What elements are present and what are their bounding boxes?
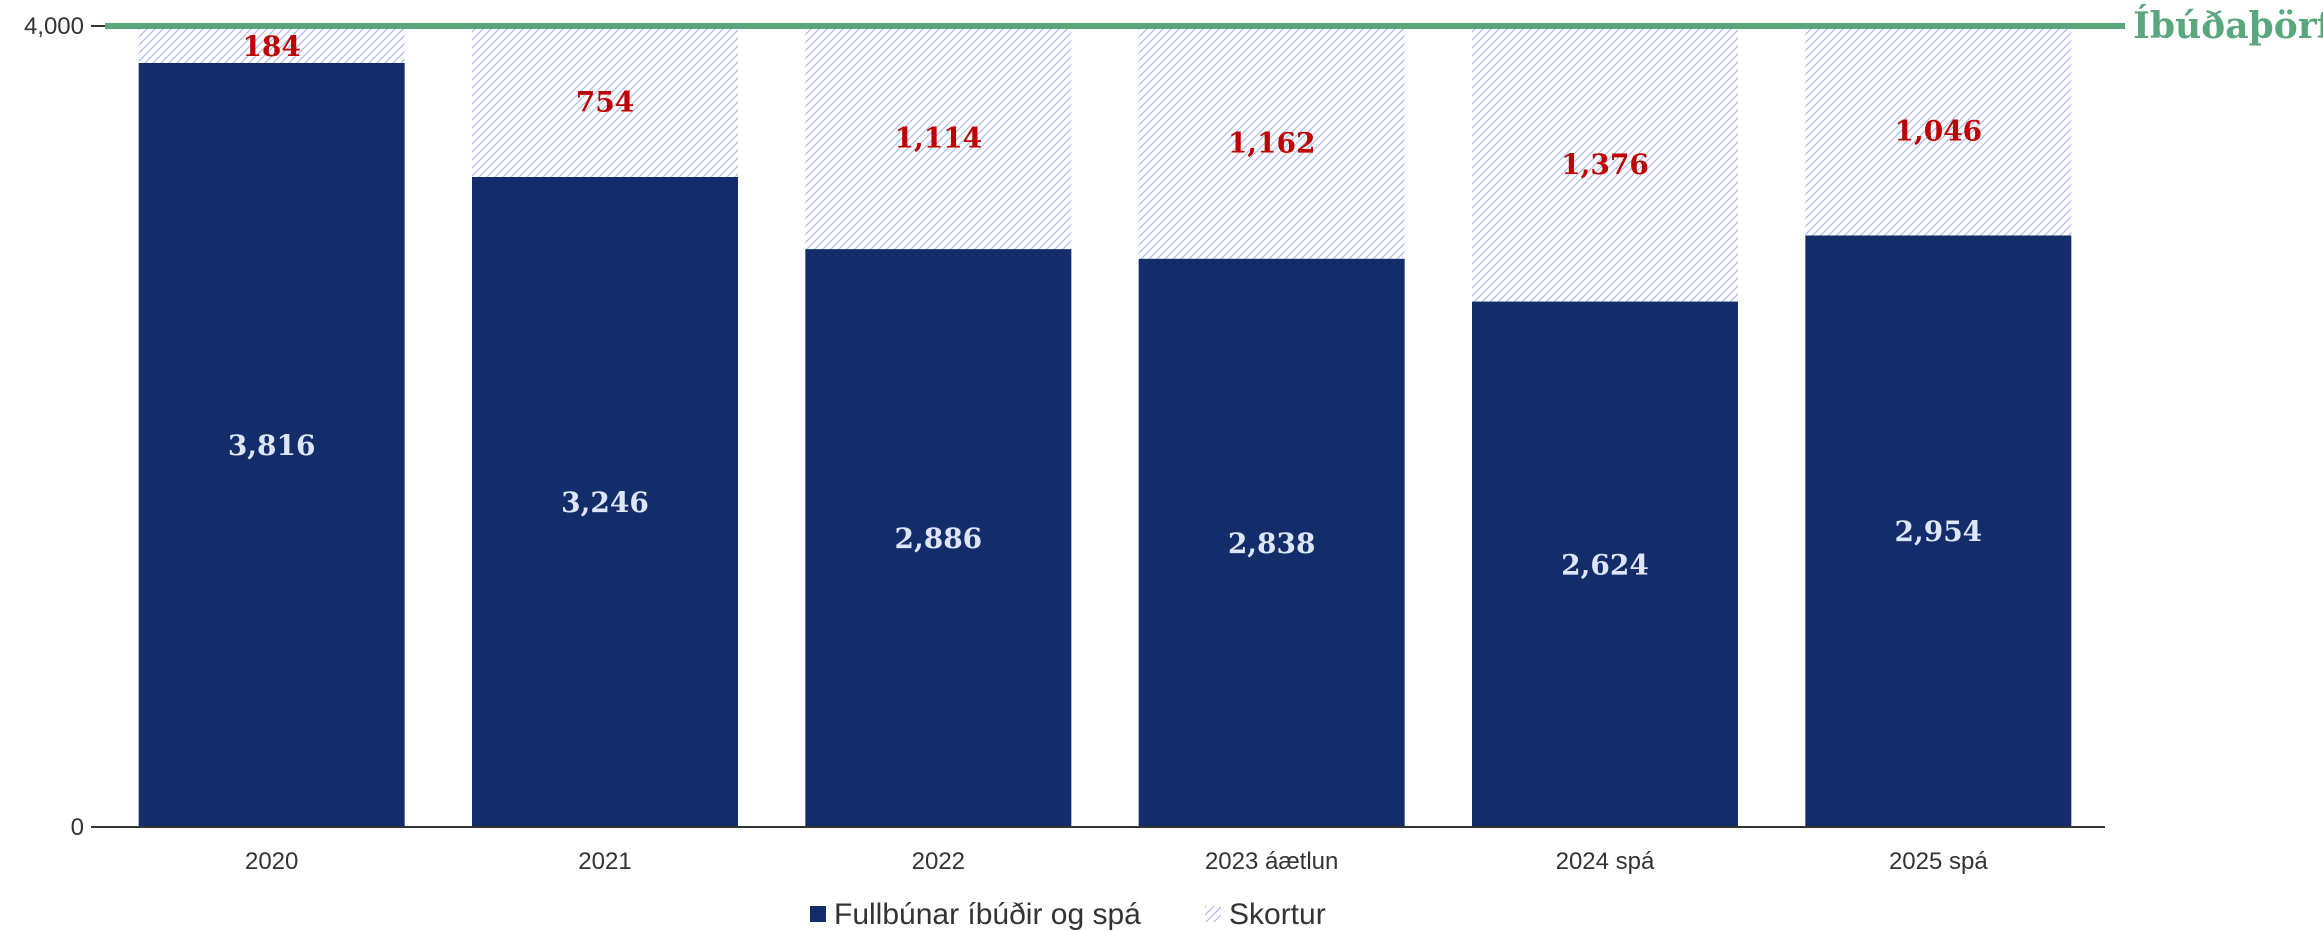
legend-label-completed: Fullbúnar íbúðir og spá (834, 898, 1141, 931)
y-axis-ticks: 0 4,000 (24, 13, 105, 841)
x-tick-label-4: 2024 spá (1556, 848, 1655, 875)
value-labels-group: 3,816 184 3,246 754 2,886 1,114 2,838 1,162 2,62… (228, 30, 1982, 581)
value-label-completed-0: 3,816 (228, 429, 316, 462)
legend-swatch-completed (810, 906, 826, 922)
value-label-completed-2: 2,886 (894, 522, 982, 555)
bar-shortage-0 (138, 26, 405, 63)
value-label-shortage-3: 1,162 (1228, 126, 1316, 159)
value-label-shortage-5: 1,046 (1894, 115, 1982, 148)
x-tick-label-0: 2020 (245, 848, 298, 875)
value-label-completed-5: 2,954 (1894, 515, 1982, 548)
value-label-shortage-0: 184 (242, 30, 300, 63)
bar-completed-1 (472, 176, 738, 827)
bar-completed-4 (1472, 301, 1738, 827)
bar-completed-5 (1805, 235, 2072, 828)
legend-label-shortage: Skortur (1229, 898, 1326, 931)
bar-shortage-4 (1472, 26, 1738, 302)
y-tick-label-0: 0 (71, 814, 84, 841)
value-label-shortage-4: 1,376 (1561, 148, 1649, 181)
bar-completed-0 (138, 62, 405, 827)
value-label-completed-4: 2,624 (1561, 548, 1649, 581)
bars-group (138, 26, 2072, 828)
y-tick-label-1: 4,000 (24, 13, 84, 40)
bar-completed-2 (805, 249, 1072, 828)
value-label-completed-3: 2,838 (1228, 527, 1316, 560)
value-label-completed-1: 3,246 (561, 486, 649, 519)
x-tick-label-3: 2023 áætlun (1205, 848, 1338, 875)
x-tick-label-5: 2025 spá (1889, 848, 1988, 875)
x-tick-label-1: 2021 (578, 848, 631, 875)
bar-shortage-3 (1138, 26, 1405, 259)
legend: Fullbúnar íbúðir og spá Skortur (810, 898, 1326, 931)
x-axis-categories: 2020 2021 2022 2023 áætlun 2024 spá 2025 spá (245, 848, 1988, 875)
x-tick-label-2: 2022 (912, 848, 965, 875)
value-label-shortage-1: 754 (576, 85, 634, 118)
bar-shortage-2 (805, 26, 1072, 250)
value-label-shortage-2: 1,114 (894, 122, 982, 155)
legend-swatch-shortage (1205, 906, 1221, 922)
bar-shortage-1 (472, 26, 738, 177)
bar-completed-3 (1138, 258, 1405, 827)
need-reference-label: Íbúðaþörf (2133, 5, 2323, 47)
bar-shortage-5 (1805, 26, 2072, 236)
